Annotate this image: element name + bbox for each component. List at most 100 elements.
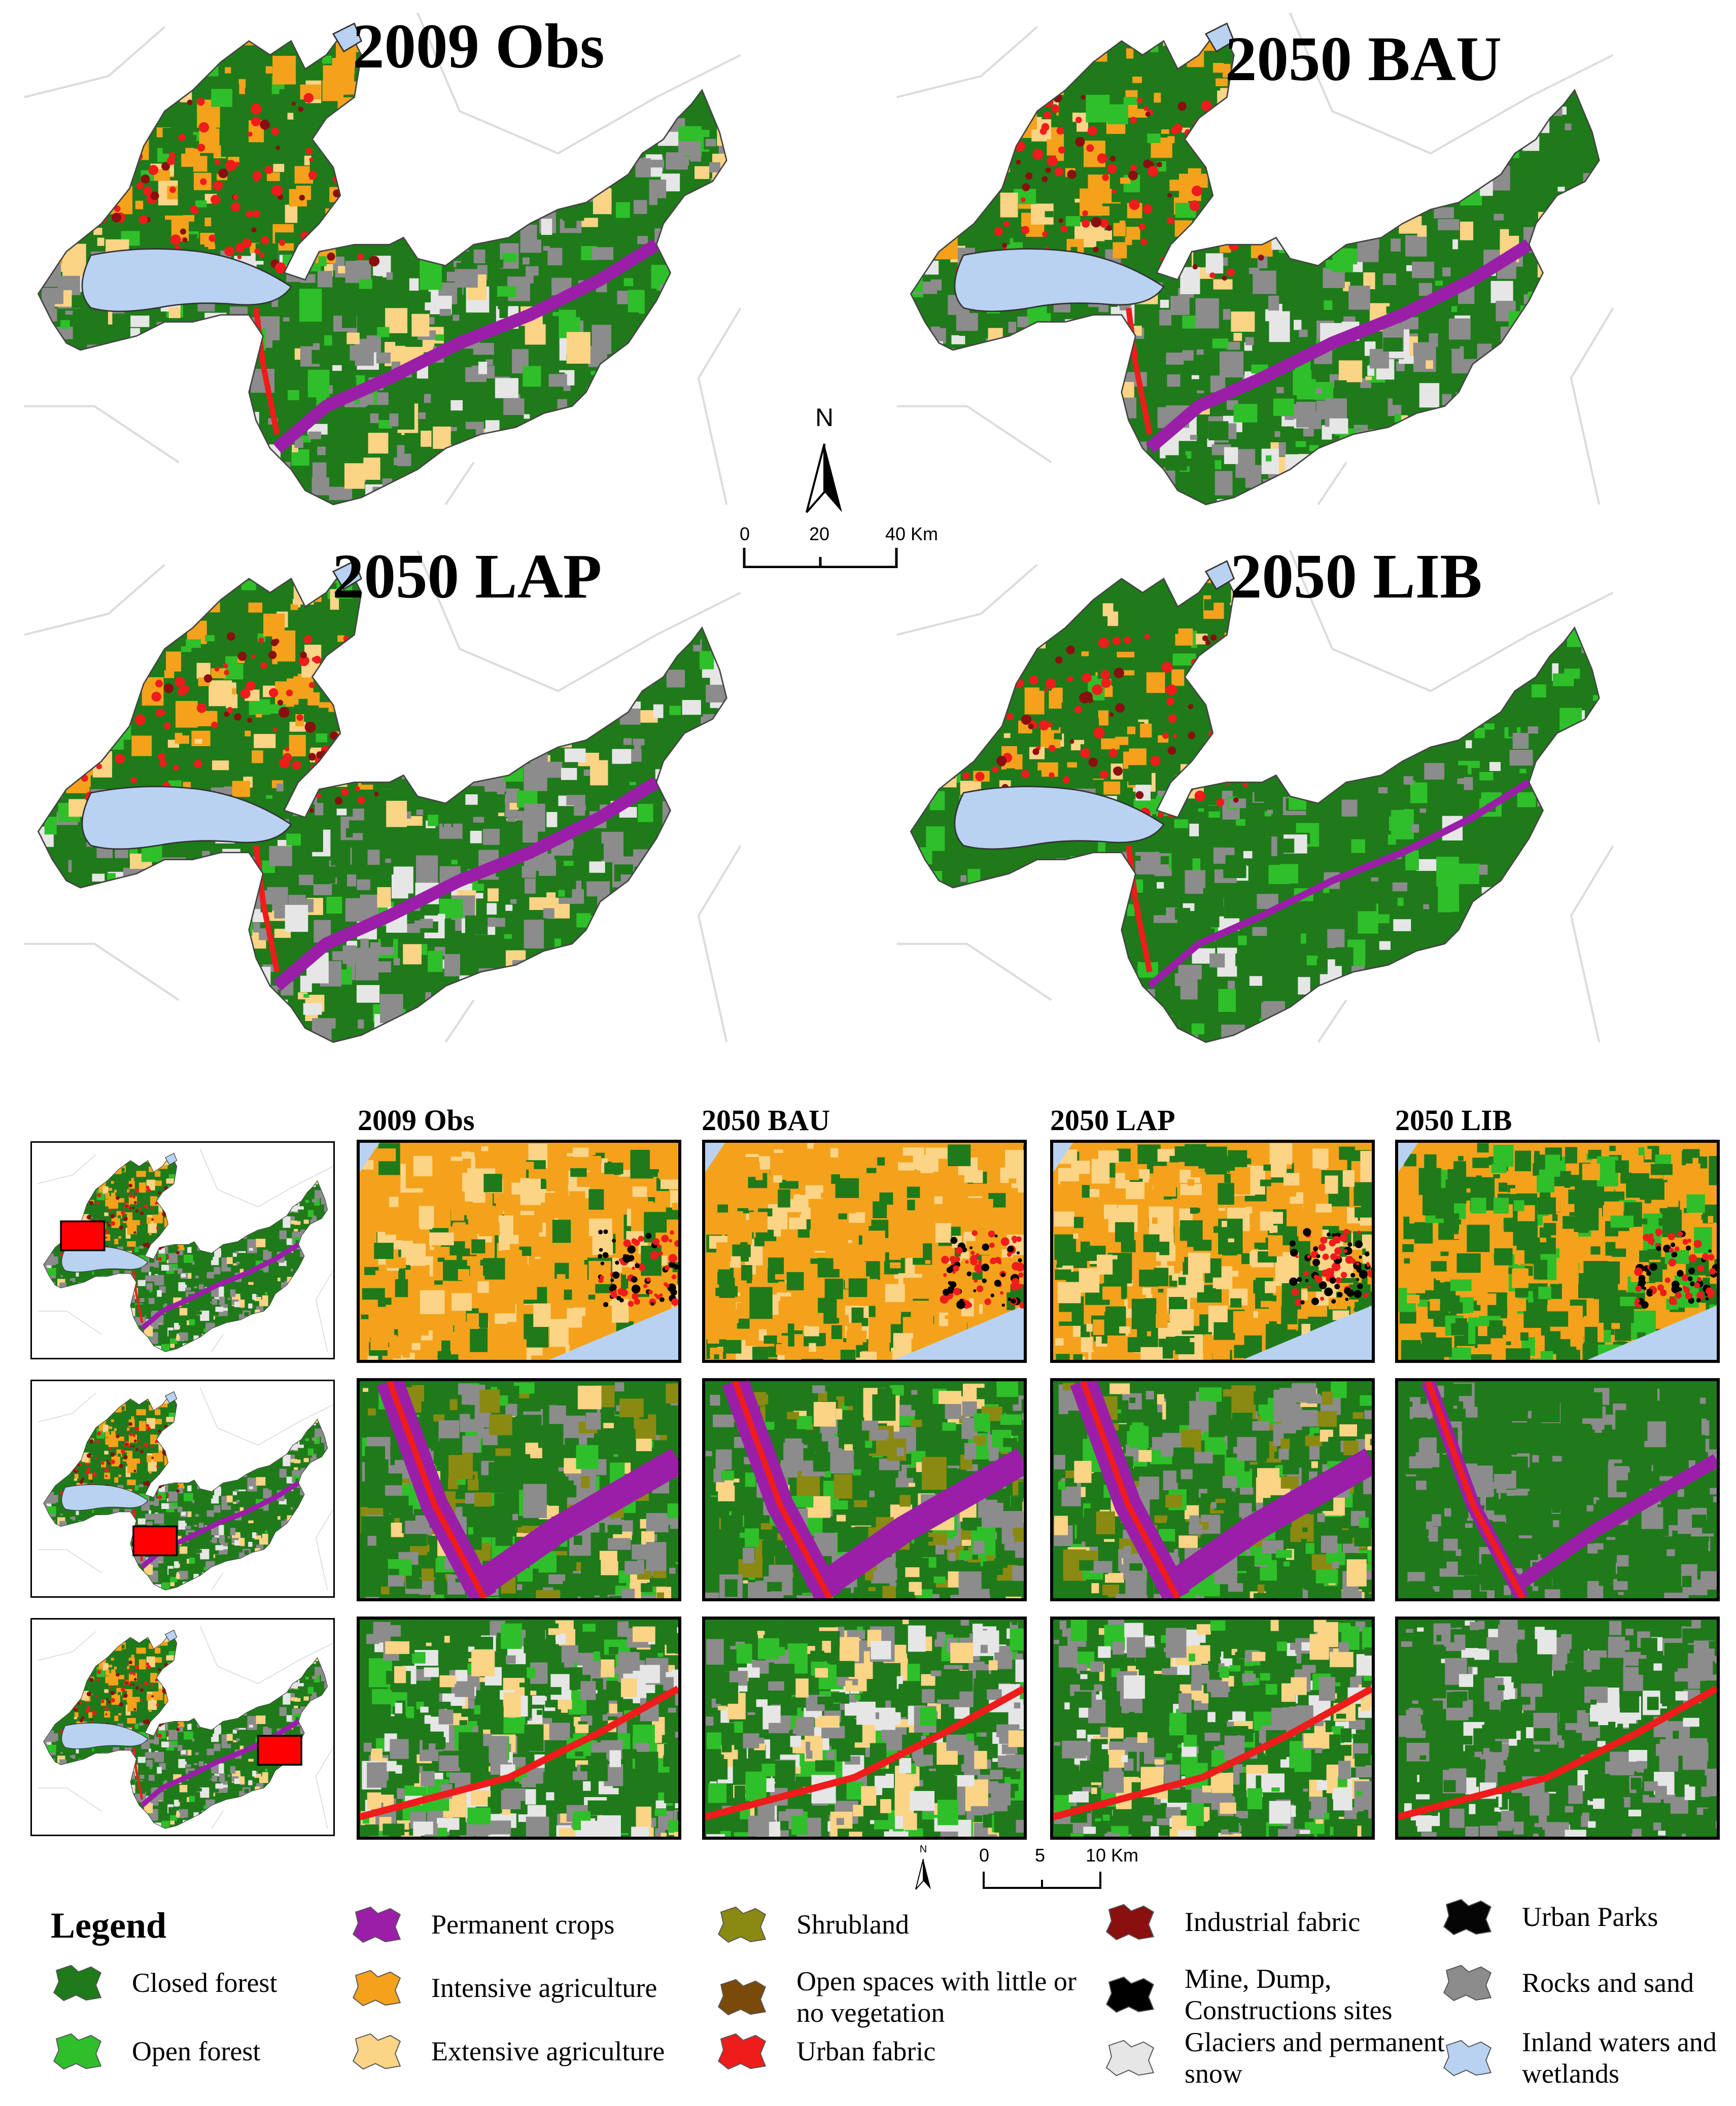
- landcover-patch: [1598, 119, 1600, 141]
- landcover-patch: [644, 987, 653, 992]
- urban-patch: [308, 682, 315, 688]
- landcover-patch: [637, 1009, 656, 1024]
- landcover-patch: [1316, 959, 1328, 974]
- landcover-patch: [924, 480, 943, 498]
- landcover-patch: [164, 1232, 173, 1246]
- landcover-patch: [362, 665, 378, 684]
- landcover-patch: [956, 107, 972, 126]
- landcover-patch: [519, 477, 537, 492]
- landcover-patch: [146, 945, 159, 958]
- landcover-patch: [724, 475, 727, 485]
- landcover-patch: [192, 409, 203, 422]
- landcover-patch: [62, 243, 86, 276]
- urban-patch: [1194, 790, 1206, 801]
- landcover-patch: [673, 298, 683, 309]
- landcover-patch: [1213, 847, 1226, 864]
- landcover-patch: [279, 1204, 286, 1213]
- landcover-patch: [1390, 939, 1409, 950]
- landcover-patch: [1136, 1001, 1149, 1011]
- landcover-patch: [1086, 345, 1095, 351]
- landcover-patch: [1524, 30, 1536, 40]
- landcover-patch: [1407, 693, 1430, 718]
- landcover-patch: [1167, 136, 1175, 144]
- landcover-patch: [997, 76, 1010, 83]
- landcover-patch: [1170, 296, 1190, 315]
- landcover-patch: [378, 767, 399, 789]
- landcover-patch: [1535, 165, 1557, 183]
- landcover-patch: [443, 649, 454, 657]
- landcover-patch: [195, 1340, 202, 1350]
- landcover-patch: [590, 760, 608, 786]
- landcover-patch: [98, 713, 111, 723]
- landcover-patch: [160, 1199, 169, 1204]
- landcover-patch: [979, 617, 986, 623]
- urban-patch: [1055, 656, 1063, 664]
- landcover-patch: [263, 1351, 270, 1352]
- landcover-patch: [1412, 681, 1434, 713]
- landcover-patch: [168, 1209, 175, 1214]
- landcover-patch: [549, 132, 563, 152]
- landcover-patch: [507, 817, 516, 822]
- urban-patch: [1060, 225, 1068, 233]
- urban-patch: [279, 707, 290, 718]
- landcover-patch: [181, 862, 196, 871]
- landcover-patch: [1369, 212, 1379, 223]
- landcover-patch: [317, 271, 333, 288]
- landcover-patch: [687, 444, 696, 453]
- landcover-patch: [64, 17, 80, 27]
- landcover-patch: [403, 630, 422, 656]
- landcover-patch: [287, 390, 299, 400]
- landcover-patch: [1472, 408, 1494, 422]
- urban-patch: [1192, 264, 1198, 270]
- landcover-patch: [82, 1202, 87, 1207]
- landcover-patch: [1004, 651, 1021, 665]
- landcover-patch: [1417, 225, 1427, 237]
- landcover-patch: [1544, 239, 1550, 245]
- landcover-patch: [1042, 31, 1056, 49]
- landcover-patch: [1562, 573, 1580, 594]
- landcover-patch: [1474, 727, 1485, 739]
- valley-crops: [273, 777, 660, 991]
- landcover-patch: [1476, 426, 1498, 443]
- landcover-patch: [1019, 458, 1042, 477]
- landcover-patch: [1352, 693, 1360, 700]
- landcover-patch: [335, 149, 355, 174]
- landcover-patch: [1573, 212, 1593, 231]
- landcover-patch: [362, 967, 373, 975]
- landcover-patch: [611, 413, 621, 425]
- landcover-patch: [717, 829, 724, 835]
- landcover-patch: [467, 669, 487, 695]
- landcover-patch: [291, 1316, 297, 1324]
- landcover-patch: [127, 979, 142, 1000]
- landcover-patch: [121, 1168, 125, 1172]
- landcover-patch: [80, 1194, 90, 1208]
- landcover-patch: [180, 1346, 187, 1352]
- landcover-patch: [675, 58, 688, 68]
- landcover-patch: [629, 782, 636, 786]
- landcover-patch: [292, 1348, 300, 1352]
- landcover-patch: [235, 1323, 240, 1328]
- landcover-patch: [72, 665, 80, 671]
- landcover-patch: [642, 1025, 666, 1042]
- landcover-patch: [1258, 200, 1279, 230]
- landcover-patch: [500, 451, 508, 464]
- landcover-patch: [726, 258, 727, 281]
- landcover-patch: [1259, 179, 1271, 189]
- landcover-patch: [227, 1345, 231, 1350]
- landcover-patch: [678, 914, 695, 926]
- landcover-patch: [153, 1212, 163, 1223]
- landcover-patch: [259, 1339, 268, 1347]
- landcover-patch: [38, 206, 43, 216]
- landcover-patch: [165, 441, 181, 450]
- landcover-patch: [482, 204, 499, 216]
- landcover-patch: [297, 1154, 307, 1164]
- landcover-patch: [674, 31, 683, 37]
- landcover-patch: [103, 597, 112, 604]
- landcover-patch: [1521, 865, 1543, 889]
- landcover-patch: [1104, 464, 1127, 496]
- landcover-patch: [1393, 919, 1411, 931]
- landcover-patch: [998, 43, 1022, 78]
- landcover-patch: [108, 1196, 119, 1209]
- landcover-patch: [268, 1166, 273, 1174]
- landcover-patch: [254, 1222, 260, 1231]
